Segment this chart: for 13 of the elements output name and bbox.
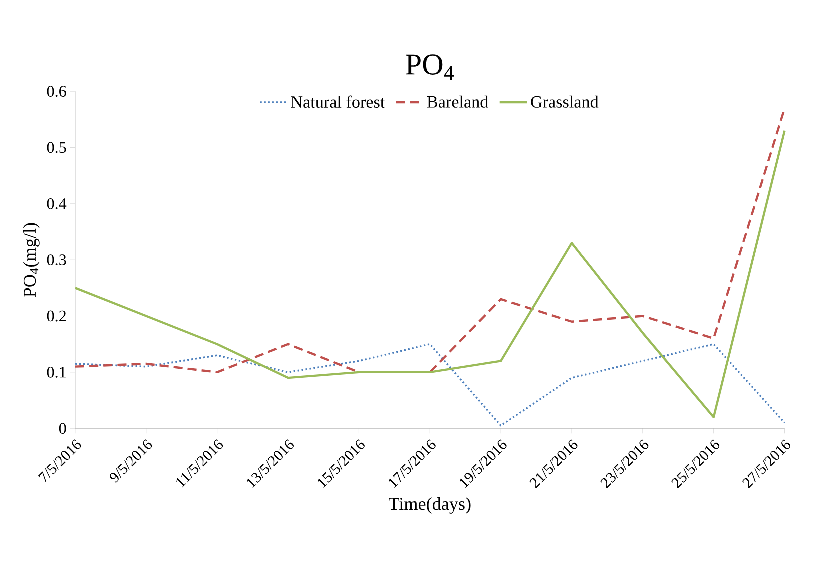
- y-tick-label: 0.1: [47, 367, 66, 378]
- y-tick-label: 0.4: [47, 198, 67, 210]
- y-tick-label: 0.2: [47, 311, 66, 322]
- x-axis-title: Time(days): [389, 498, 471, 514]
- y-tick-label: 0.3: [47, 254, 66, 266]
- legend-label: Grassland: [531, 96, 599, 108]
- chart-title: PO$_{4}$: [406, 54, 454, 80]
- y-tick-label: 0.6: [47, 86, 66, 98]
- y-tick-label: 0: [59, 423, 66, 434]
- legend-label: Natural forest: [291, 96, 386, 108]
- legend-label: Bareland: [427, 96, 488, 108]
- y-axis-title: PO$_{4}$(mg/l): [23, 223, 40, 298]
- y-tick-label: 0.5: [47, 142, 66, 154]
